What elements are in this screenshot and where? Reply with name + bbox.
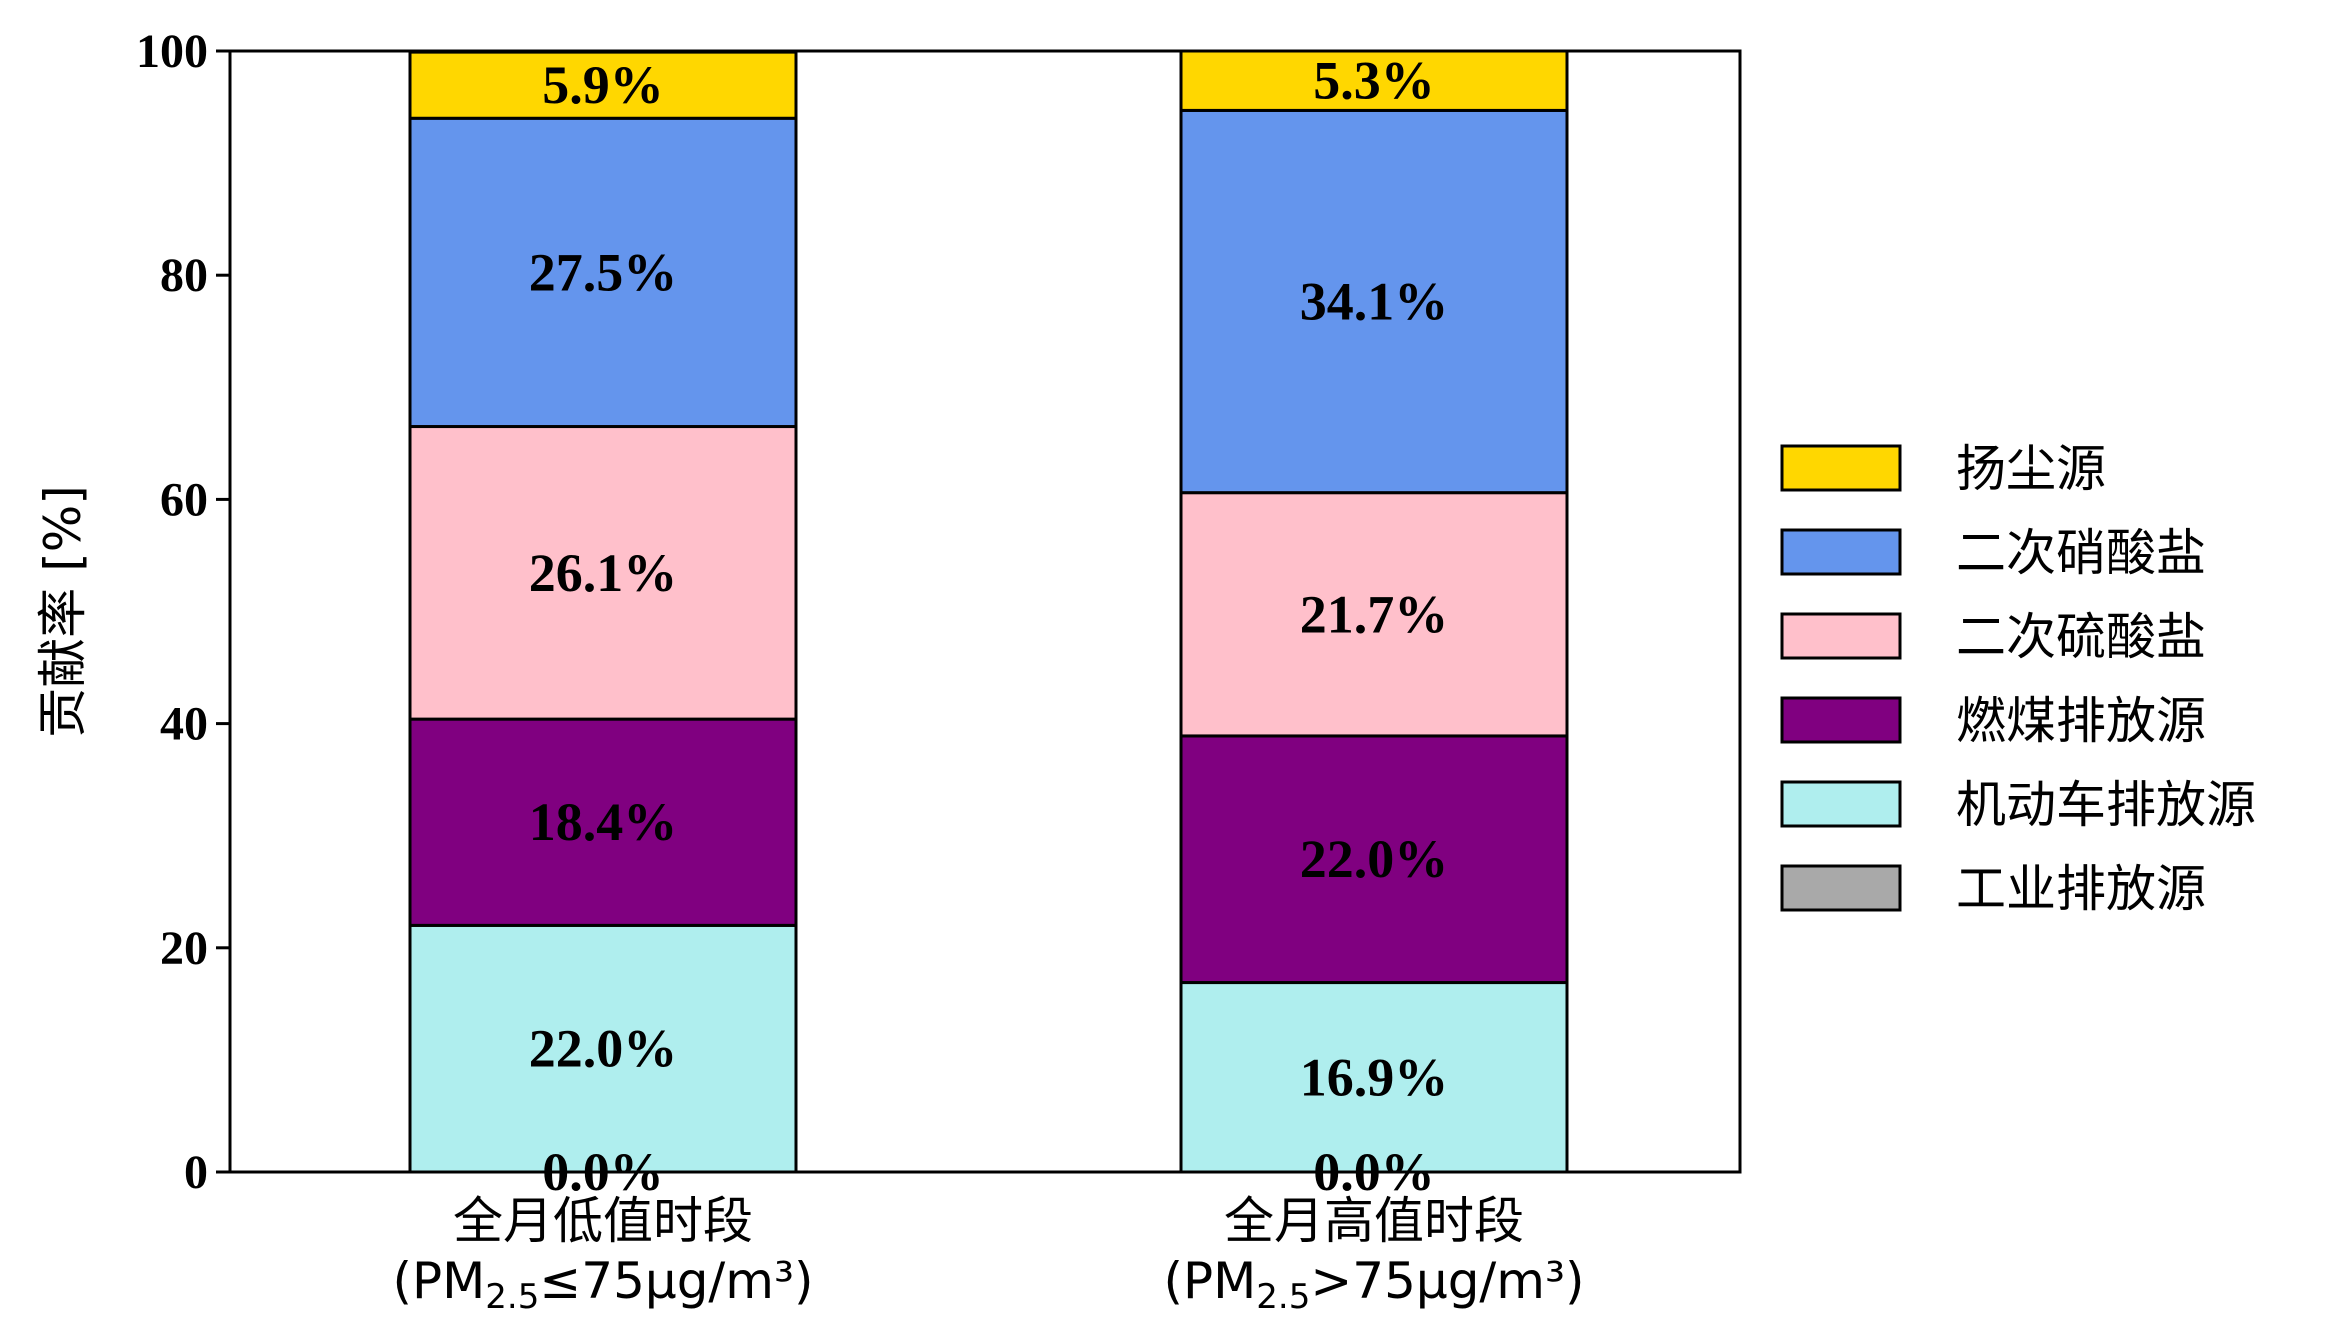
legend-swatch-1 bbox=[1780, 528, 1902, 576]
legend-swatch-3 bbox=[1780, 696, 1902, 744]
x-category-label-0: 全月低值时段 bbox=[453, 1192, 753, 1250]
bar-segment-0-1 bbox=[408, 923, 798, 1174]
data-label-1-1: 16.9% bbox=[1300, 1047, 1449, 1107]
y-tick-label-0: 0 bbox=[184, 1146, 208, 1199]
legend-swatch-5 bbox=[1780, 864, 1902, 912]
data-label-1-3: 21.7% bbox=[1300, 584, 1449, 644]
data-label-0-5: 5.9% bbox=[542, 55, 664, 115]
legend-label-5: 工业排放源 bbox=[1956, 860, 2206, 918]
legend-label-0: 扬尘源 bbox=[1956, 440, 2106, 498]
data-label-1-2: 22.0% bbox=[1300, 829, 1449, 889]
plot-frame bbox=[228, 49, 1742, 1174]
x-category-label-1: 全月高值时段 bbox=[1224, 1192, 1524, 1250]
bar-segment-1-2 bbox=[1179, 734, 1569, 985]
y-tick-label-4: 80 bbox=[160, 249, 208, 302]
data-label-0-3: 26.1% bbox=[529, 543, 678, 603]
legend-label-2: 二次硫酸盐 bbox=[1956, 608, 2206, 666]
x-category-sublabel-1: (PM2.5>75μg/m³) bbox=[1163, 1252, 1584, 1317]
y-tick-label-3: 60 bbox=[160, 473, 208, 526]
bar-segment-0-2 bbox=[408, 717, 798, 927]
legend-label-3: 燃煤排放源 bbox=[1956, 692, 2206, 750]
data-label-0-1: 22.0% bbox=[529, 1019, 678, 1079]
data-label-1-4: 34.1% bbox=[1300, 272, 1449, 332]
data-label-0-2: 18.4% bbox=[529, 792, 678, 852]
y-axis-label: 贡献率 [%] bbox=[34, 485, 92, 737]
bar-segment-1-1 bbox=[1179, 981, 1569, 1174]
y-tick-label-2: 40 bbox=[160, 698, 208, 751]
bar-segment-0-4 bbox=[408, 116, 798, 429]
bar-segment-1-3 bbox=[1179, 491, 1569, 738]
legend-label-1: 二次硝酸盐 bbox=[1956, 524, 2206, 582]
bar-segment-1-5 bbox=[1179, 49, 1569, 112]
bar-segment-0-5 bbox=[408, 50, 798, 120]
bar-segment-1-4 bbox=[1179, 108, 1569, 495]
data-label-0-4: 27.5% bbox=[529, 242, 678, 302]
legend-swatch-0 bbox=[1780, 444, 1902, 492]
x-category-sublabel-0: (PM2.5≤75μg/m³) bbox=[392, 1252, 813, 1317]
legend-swatch-2 bbox=[1780, 612, 1902, 660]
y-tick-label-1: 20 bbox=[160, 922, 208, 975]
y-tick-label-5: 100 bbox=[136, 25, 208, 78]
legend-label-4: 机动车排放源 bbox=[1956, 776, 2256, 834]
data-label-1-5: 5.3% bbox=[1313, 51, 1435, 111]
legend-swatch-4 bbox=[1780, 780, 1902, 828]
